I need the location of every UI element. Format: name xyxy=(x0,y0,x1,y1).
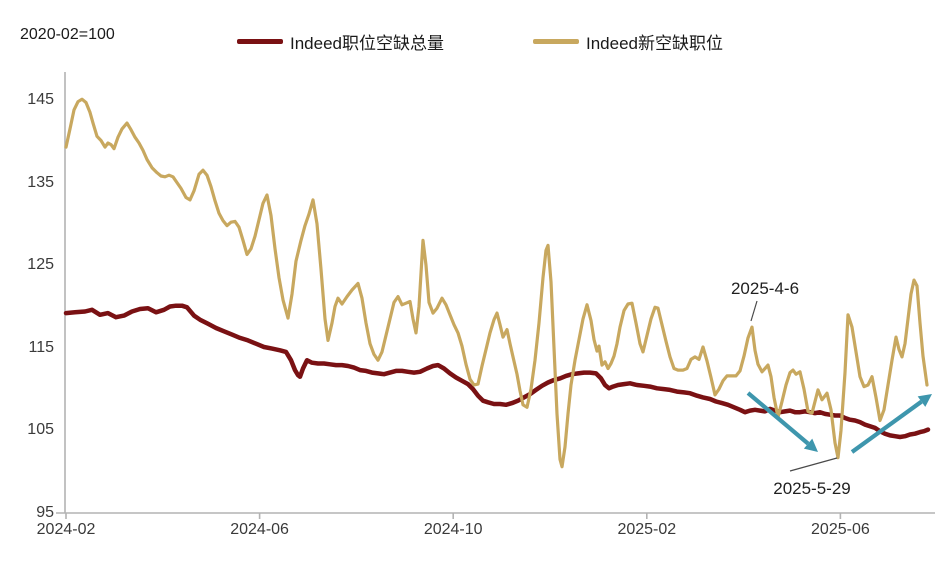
legend-label-total: Indeed职位空缺总量 xyxy=(290,34,444,53)
y-tick-label: 95 xyxy=(36,504,54,521)
legend-swatch-new xyxy=(533,39,579,44)
x-tick-label: 2025-06 xyxy=(811,521,870,538)
y-tick-label: 105 xyxy=(27,421,54,439)
x-tick-label: 2024-06 xyxy=(230,521,289,538)
annotation-2025-4-6: 2025-4-6 xyxy=(730,279,800,298)
index-base-note: 2020-02=100 xyxy=(20,26,115,43)
x-tick-label: 2025-02 xyxy=(617,521,677,538)
legend-swatch-total xyxy=(237,39,283,44)
annotation-2025-5-29: 2025-5-29 xyxy=(773,479,851,498)
x-tick-label: 2024-02 xyxy=(36,521,96,538)
y-tick-label: 145 xyxy=(27,91,54,108)
y-tick-label: 125 xyxy=(27,256,54,274)
y-tick-label: 135 xyxy=(27,173,54,191)
legend-item-total: Indeed职位空缺总量 xyxy=(237,29,444,54)
legend-label-new: Indeed新空缺职位 xyxy=(586,34,723,53)
x-tick-label: 2024-10 xyxy=(423,521,483,538)
y-tick-label: 115 xyxy=(28,338,54,356)
legend-item-new: Indeed新空缺职位 xyxy=(533,29,723,54)
